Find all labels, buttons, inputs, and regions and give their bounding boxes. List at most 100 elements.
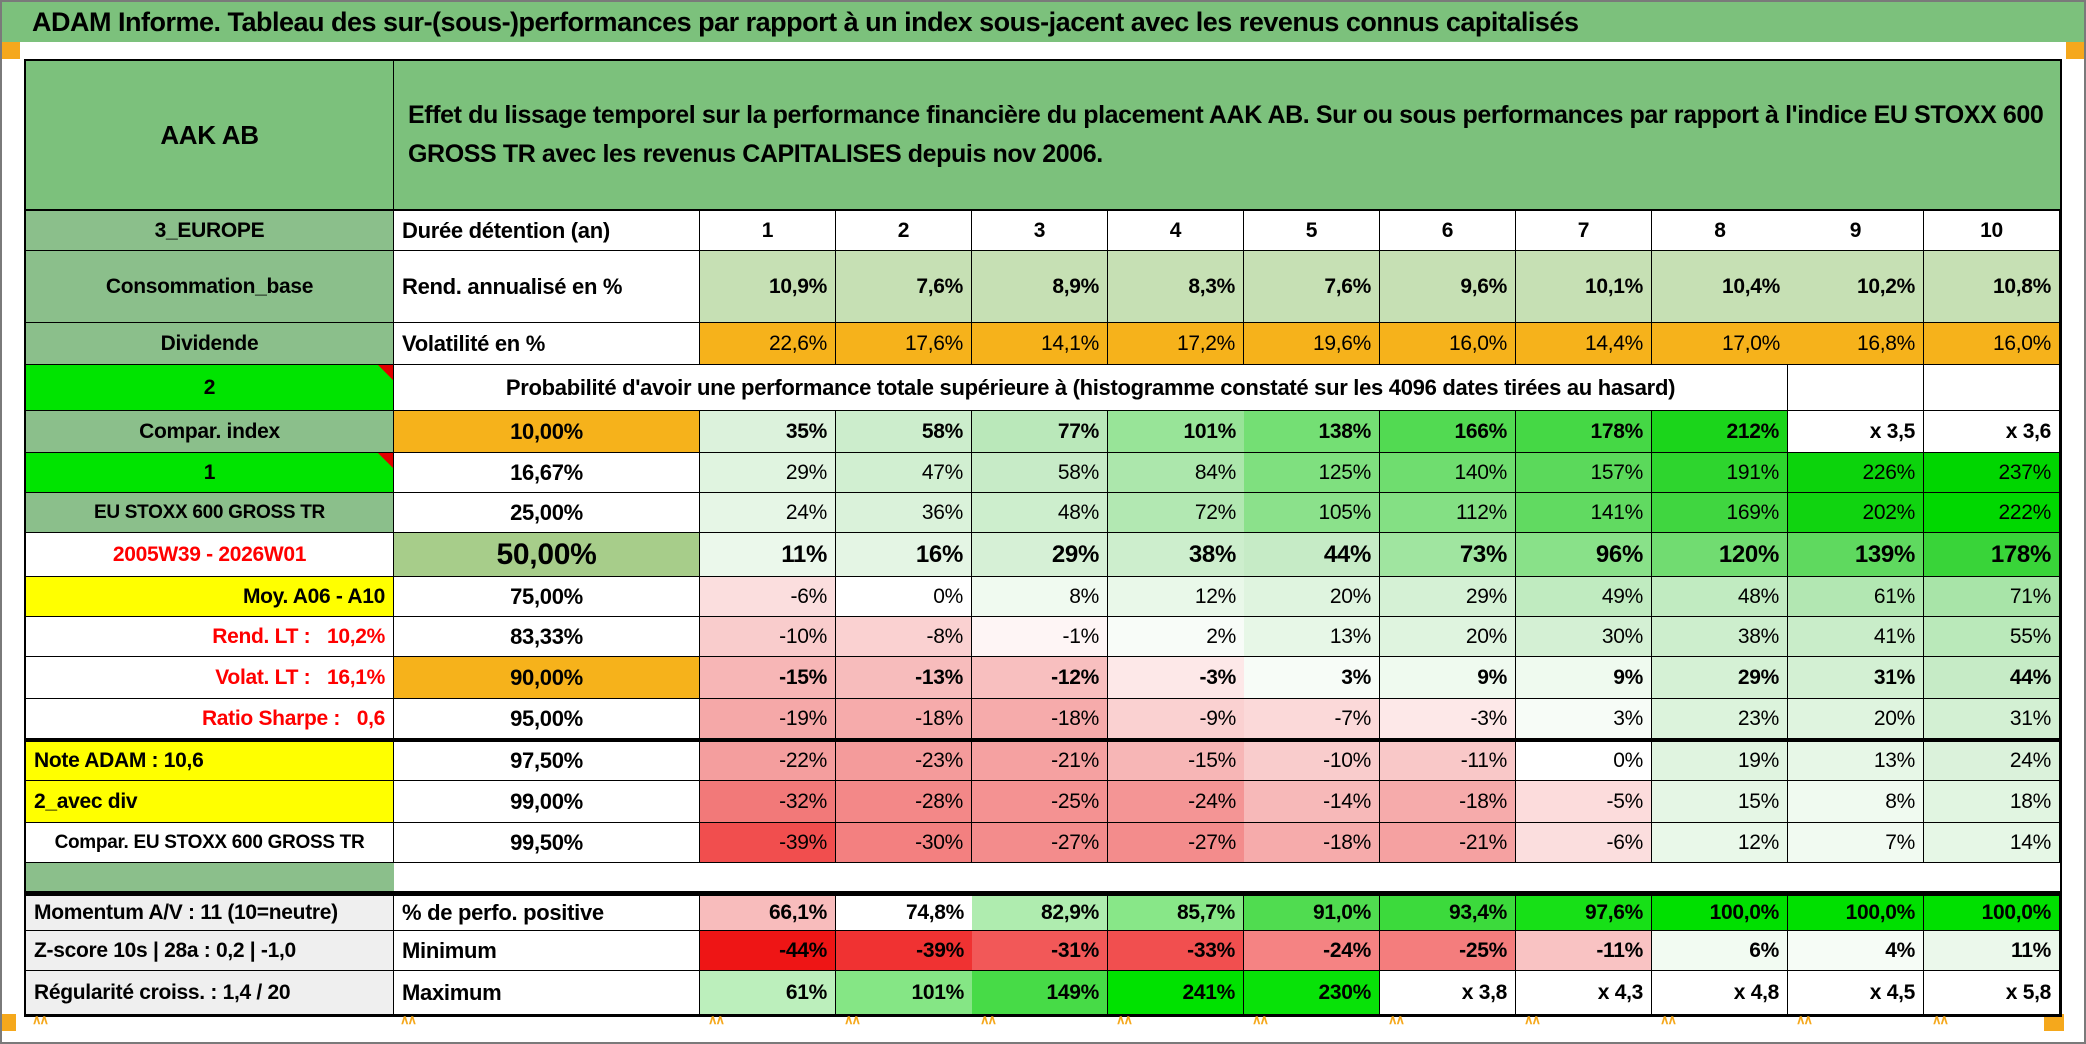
cell-maximum-c3[interactable]: 149%	[972, 971, 1108, 1015]
cell-duration-header-c4[interactable]: 4	[1108, 211, 1244, 251]
cell-pct-75-c10[interactable]: 71%	[1924, 577, 2060, 617]
cell-pct-50-c2[interactable]: 16%	[836, 533, 972, 577]
metric-cell-pct-75[interactable]: 75,00%	[394, 577, 700, 617]
cell-pct-99-c7[interactable]: -5%	[1516, 781, 1652, 823]
cell-pct-25-c4[interactable]: 72%	[1108, 493, 1244, 533]
cell-minimum-c6[interactable]: -25%	[1380, 931, 1516, 971]
cell-pct-90-c5[interactable]: 3%	[1244, 657, 1380, 699]
cell-minimum-c9[interactable]: 4%	[1788, 931, 1924, 971]
row-label-pct-83-33[interactable]: Rend. LT : 10,2%	[26, 617, 394, 657]
metric-cell-annualized-return[interactable]: Rend. annualisé en %	[394, 251, 700, 323]
cell-maximum-c5[interactable]: 230%	[1244, 971, 1380, 1015]
cell-pct-99-c3[interactable]: -25%	[972, 781, 1108, 823]
cell-pct-50-c8[interactable]: 120%	[1652, 533, 1788, 577]
cell-pct-16-67-c3[interactable]: 58%	[972, 453, 1108, 493]
metric-cell-pct-25[interactable]: 25,00%	[394, 493, 700, 533]
cell-pct-83-33-c3[interactable]: -1%	[972, 617, 1108, 657]
cell-duration-header-c1[interactable]: 1	[700, 211, 836, 251]
cell-pct-97-5-c5[interactable]: -10%	[1244, 739, 1380, 781]
cell-minimum-c5[interactable]: -24%	[1244, 931, 1380, 971]
cell-pct-97-5-c6[interactable]: -11%	[1380, 739, 1516, 781]
cell-volatility-c3[interactable]: 14,1%	[972, 323, 1108, 365]
cell-annualized-return-c9[interactable]: 10,2%	[1788, 251, 1924, 323]
cell-pct-75-c4[interactable]: 12%	[1108, 577, 1244, 617]
cell-minimum-c8[interactable]: 6%	[1652, 931, 1788, 971]
cell-duration-header-c10[interactable]: 10	[1924, 211, 2060, 251]
cell-pct-95-c10[interactable]: 31%	[1924, 699, 2060, 739]
cell-pct-75-c2[interactable]: 0%	[836, 577, 972, 617]
cell-pct-90-c10[interactable]: 44%	[1924, 657, 2060, 699]
cell-pct-95-c4[interactable]: -9%	[1108, 699, 1244, 739]
cell-pct-50-c6[interactable]: 73%	[1380, 533, 1516, 577]
cell-pct-10-c6[interactable]: 166%	[1380, 411, 1516, 453]
cell-pct-75-c5[interactable]: 20%	[1244, 577, 1380, 617]
cell-pct-97-5-c3[interactable]: -21%	[972, 739, 1108, 781]
cell-pct-99-c5[interactable]: -14%	[1244, 781, 1380, 823]
cell-pct-97-5-c7[interactable]: 0%	[1516, 739, 1652, 781]
cell-volatility-c4[interactable]: 17,2%	[1108, 323, 1244, 365]
cell-pct-95-c8[interactable]: 23%	[1652, 699, 1788, 739]
separator-empty-cell[interactable]	[394, 863, 2060, 893]
cell-pct-97-5-c4[interactable]: -15%	[1108, 739, 1244, 781]
cell-pct-97-5-c9[interactable]: 13%	[1788, 739, 1924, 781]
cell-pct-99-5-c1[interactable]: -39%	[700, 823, 836, 863]
cell-probability-note-c9[interactable]	[1788, 365, 1924, 411]
cell-pct-25-c3[interactable]: 48%	[972, 493, 1108, 533]
cell-pct-25-c10[interactable]: 222%	[1924, 493, 2060, 533]
cell-pct-75-c3[interactable]: 8%	[972, 577, 1108, 617]
fund-description-cell[interactable]: Effet du lissage temporel sur la perform…	[394, 61, 2060, 211]
probability-note-cell[interactable]: Probabilité d'avoir une performance tota…	[394, 365, 1788, 411]
cell-pct-95-c9[interactable]: 20%	[1788, 699, 1924, 739]
metric-cell-pct-97-5[interactable]: 97,50%	[394, 739, 700, 781]
row-label-pct-50[interactable]: 2005W39 - 2026W01	[26, 533, 394, 577]
cell-pct-99-5-c5[interactable]: -18%	[1244, 823, 1380, 863]
cell-pct-25-c9[interactable]: 202%	[1788, 493, 1924, 533]
cell-minimum-c2[interactable]: -39%	[836, 931, 972, 971]
cell-pct-99-5-c4[interactable]: -27%	[1108, 823, 1244, 863]
row-label-duration-header[interactable]: 3_EUROPE	[26, 211, 394, 251]
cell-pct-95-c6[interactable]: -3%	[1380, 699, 1516, 739]
cell-pct-10-c8[interactable]: 212%	[1652, 411, 1788, 453]
cell-annualized-return-c1[interactable]: 10,9%	[700, 251, 836, 323]
cell-pct-10-c5[interactable]: 138%	[1244, 411, 1380, 453]
cell-pct-positive-c1[interactable]: 66,1%	[700, 893, 836, 931]
cell-pct-50-c7[interactable]: 96%	[1516, 533, 1652, 577]
cell-pct-50-c5[interactable]: 44%	[1244, 533, 1380, 577]
cell-pct-25-c1[interactable]: 24%	[700, 493, 836, 533]
metric-cell-pct-95[interactable]: 95,00%	[394, 699, 700, 739]
row-label-pct-97-5[interactable]: Note ADAM : 10,6	[26, 739, 394, 781]
cell-pct-positive-c6[interactable]: 93,4%	[1380, 893, 1516, 931]
cell-maximum-c2[interactable]: 101%	[836, 971, 972, 1015]
cell-annualized-return-c10[interactable]: 10,8%	[1924, 251, 2060, 323]
cell-duration-header-c6[interactable]: 6	[1380, 211, 1516, 251]
separator-label-cell[interactable]	[26, 863, 394, 893]
cell-volatility-c6[interactable]: 16,0%	[1380, 323, 1516, 365]
cell-pct-positive-c3[interactable]: 82,9%	[972, 893, 1108, 931]
cell-pct-25-c6[interactable]: 112%	[1380, 493, 1516, 533]
cell-pct-10-c2[interactable]: 58%	[836, 411, 972, 453]
cell-pct-50-c9[interactable]: 139%	[1788, 533, 1924, 577]
row-label-pct-95[interactable]: Ratio Sharpe : 0,6	[26, 699, 394, 739]
cell-pct-75-c6[interactable]: 29%	[1380, 577, 1516, 617]
cell-pct-75-c8[interactable]: 48%	[1652, 577, 1788, 617]
cell-pct-16-67-c7[interactable]: 157%	[1516, 453, 1652, 493]
cell-maximum-c4[interactable]: 241%	[1108, 971, 1244, 1015]
cell-minimum-c1[interactable]: -44%	[700, 931, 836, 971]
cell-pct-75-c1[interactable]: -6%	[700, 577, 836, 617]
cell-pct-90-c7[interactable]: 9%	[1516, 657, 1652, 699]
cell-pct-90-c1[interactable]: -15%	[700, 657, 836, 699]
metric-cell-pct-99-5[interactable]: 99,50%	[394, 823, 700, 863]
cell-volatility-c9[interactable]: 16,8%	[1788, 323, 1924, 365]
row-label-pct-99[interactable]: 2_avec div	[26, 781, 394, 823]
cell-maximum-c9[interactable]: x 4,5	[1788, 971, 1924, 1015]
cell-pct-16-67-c2[interactable]: 47%	[836, 453, 972, 493]
cell-pct-16-67-c5[interactable]: 125%	[1244, 453, 1380, 493]
cell-pct-16-67-c1[interactable]: 29%	[700, 453, 836, 493]
cell-volatility-c10[interactable]: 16,0%	[1924, 323, 2060, 365]
cell-pct-16-67-c4[interactable]: 84%	[1108, 453, 1244, 493]
cell-pct-75-c7[interactable]: 49%	[1516, 577, 1652, 617]
cell-annualized-return-c3[interactable]: 8,9%	[972, 251, 1108, 323]
cell-pct-83-33-c1[interactable]: -10%	[700, 617, 836, 657]
cell-minimum-c3[interactable]: -31%	[972, 931, 1108, 971]
cell-pct-83-33-c4[interactable]: 2%	[1108, 617, 1244, 657]
